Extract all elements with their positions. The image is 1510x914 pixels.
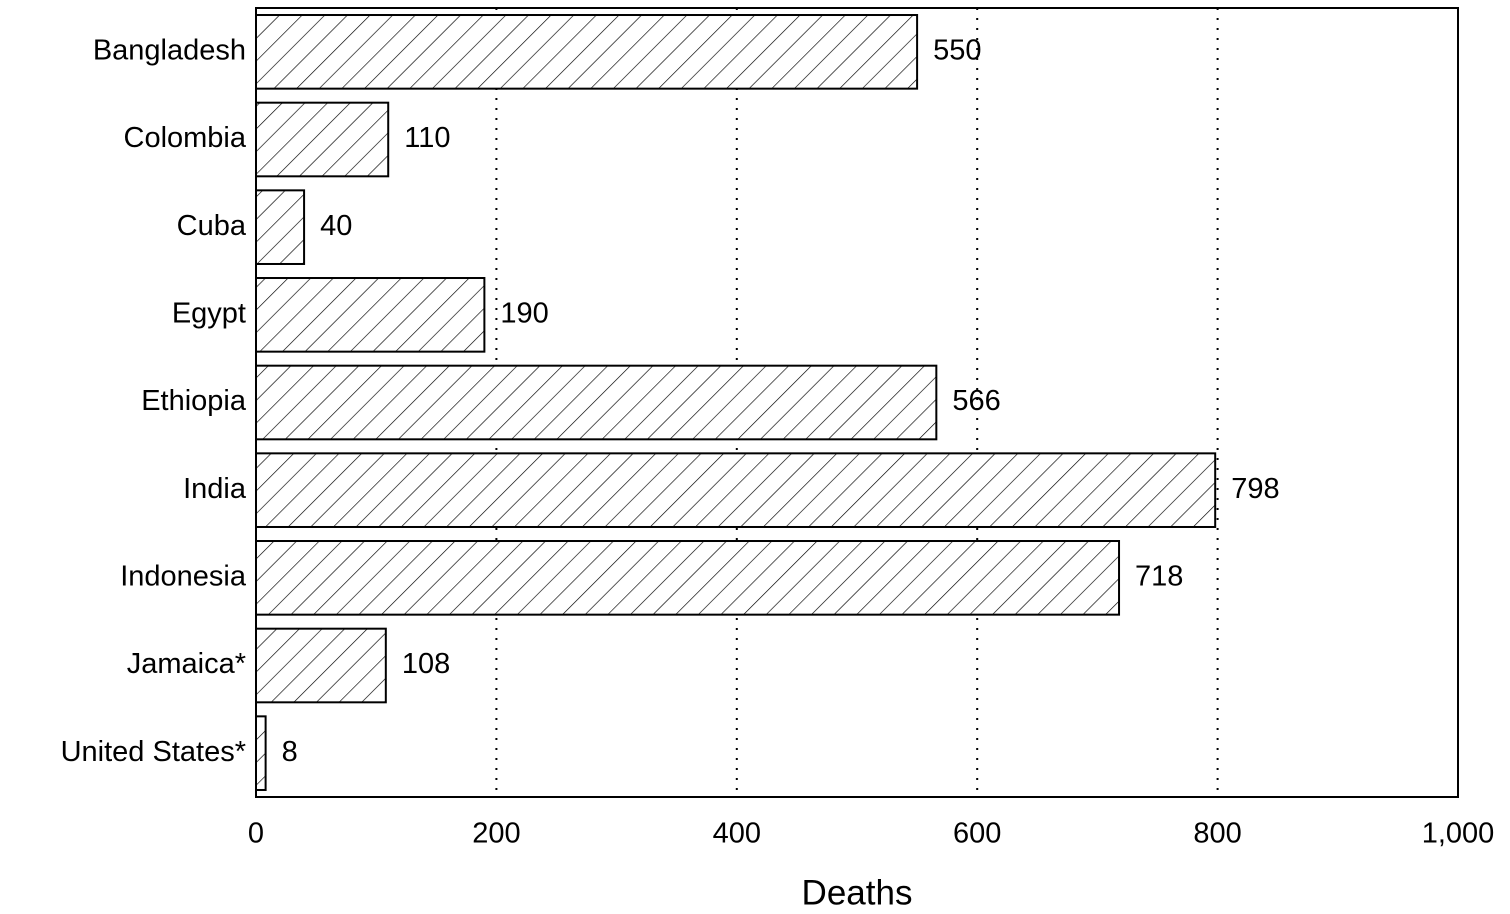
data-label: 40	[320, 210, 352, 242]
x-tick-label: 0	[248, 818, 264, 850]
x-tick-label: 600	[953, 818, 1001, 850]
data-label: 566	[952, 385, 1000, 417]
x-tick-label: 200	[472, 818, 520, 850]
x-tick-label: 1,000	[1422, 818, 1495, 850]
x-tick-label: 400	[713, 818, 761, 850]
bar	[255, 452, 1217, 528]
y-tick-label: India	[183, 473, 247, 505]
y-tick-label: United States*	[61, 736, 246, 768]
y-tick-label: Bangladesh	[93, 34, 246, 66]
y-tick-label: Colombia	[124, 122, 247, 154]
data-label: 718	[1135, 560, 1183, 592]
data-label: 190	[500, 297, 548, 329]
bar	[255, 189, 306, 265]
y-tick-label: Cuba	[177, 210, 247, 242]
y-tick-label: Indonesia	[120, 560, 247, 592]
data-label: 798	[1231, 473, 1279, 505]
y-tick-label: Jamaica*	[127, 648, 246, 680]
data-label: 8	[282, 736, 298, 768]
x-tick-label: 800	[1193, 818, 1241, 850]
y-tick-label: Ethiopia	[141, 385, 247, 417]
bar	[255, 627, 387, 704]
bar	[255, 364, 938, 441]
y-tick-label: Egypt	[172, 297, 246, 329]
x-axis-title: Deaths	[802, 873, 913, 912]
bar	[255, 540, 1121, 616]
data-label: 110	[404, 122, 450, 154]
bar	[255, 715, 267, 791]
data-label: 550	[933, 34, 981, 66]
bar	[255, 277, 486, 353]
data-label: 108	[402, 648, 450, 680]
bar	[255, 14, 919, 90]
bar	[255, 101, 390, 178]
plot-frame	[255, 7, 1459, 798]
